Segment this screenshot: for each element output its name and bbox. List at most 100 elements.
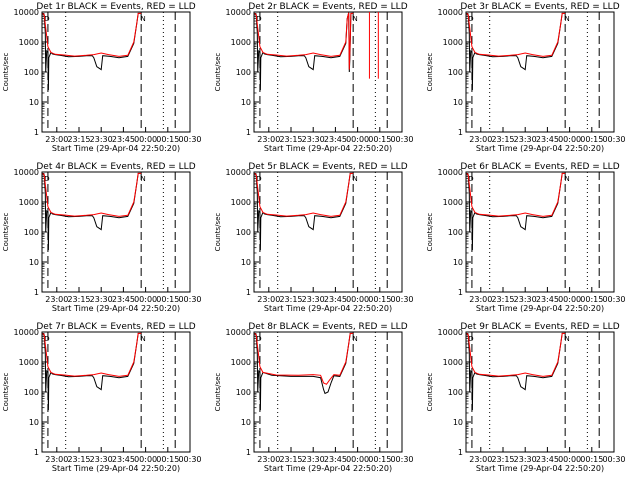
marker-label: N [141,175,146,183]
y-tick-label: 100 [448,388,463,397]
marker-label: D [468,15,473,23]
y-tick-label: 100 [448,68,463,77]
marker-label: D [468,175,473,183]
x-tick-label: 23:00 [469,135,492,144]
x-tick-label: 00:00 [134,295,157,304]
x-tick-label: 23:45 [536,135,559,144]
y-axis-label: Counts/sec [214,373,222,412]
chart-title: Det 5r BLACK = Events, RED = LLD [248,162,407,172]
y-tick-label: 10 [453,418,463,427]
x-tick-label: 23:15 [491,135,514,144]
events-series-line [254,12,354,91]
marker-label: N [565,15,570,23]
y-tick-label: 1 [34,448,39,457]
marker-label: N [353,15,358,23]
x-tick-label: 23:00 [45,135,68,144]
x-tick-label: 23:45 [536,295,559,304]
x-tick-label: 23:30 [514,135,537,144]
y-tick-label: 100 [236,228,251,237]
x-tick-label: 00:15 [368,295,391,304]
x-tick-label: 23:00 [257,295,280,304]
x-tick-label: 23:30 [302,295,325,304]
lld-series-line [42,12,142,57]
plot-frame [465,171,615,293]
y-tick-label: 1000 [231,38,251,47]
events-series-line [466,172,566,251]
y-tick-label: 1000 [231,198,251,207]
x-axis-label: Start Time (29-Apr-04 22:50:20) [52,464,180,473]
chart-panel: Det 8r BLACK = Events, RED = LLD 1 10 100 10… [214,322,414,473]
y-tick-label: 10000 [438,328,463,337]
y-tick-label: 10000 [226,168,251,177]
events-series-line [42,332,142,411]
chart-panel: Det 3r BLACK = Events, RED = LLD 1 10 100 10… [426,2,626,153]
x-tick-label: 23:00 [257,135,280,144]
marker-label: D [256,15,261,23]
x-tick-label: 00:30 [390,455,413,464]
x-tick-label: 23:45 [112,455,135,464]
y-tick-label: 1 [458,288,463,297]
x-tick-label: 00:00 [558,455,581,464]
x-tick-label: 00:30 [602,455,625,464]
x-tick-label: 23:30 [90,295,113,304]
x-tick-label: 00:30 [390,295,413,304]
y-tick-label: 1 [34,128,39,137]
x-tick-label: 23:15 [279,135,302,144]
y-tick-label: 100 [236,388,251,397]
x-tick-label: 23:00 [469,295,492,304]
y-tick-label: 10000 [438,8,463,17]
x-tick-label: 00:30 [178,455,201,464]
x-tick-label: 00:00 [558,295,581,304]
chart-title: Det 3r BLACK = Events, RED = LLD [460,2,619,12]
lld-series-line [254,332,354,385]
chart-title: Det 1r BLACK = Events, RED = LLD [36,2,195,12]
x-axis-label: Start Time (29-Apr-04 22:50:20) [264,304,392,313]
plot-frame [41,11,191,133]
plot-frame [41,331,191,453]
y-tick-label: 1000 [443,358,463,367]
x-axis-label: Start Time (29-Apr-04 22:50:20) [264,144,392,153]
chart-title: Det 9r BLACK = Events, RED = LLD [460,322,619,332]
x-tick-label: 23:30 [90,135,113,144]
x-tick-label: 23:30 [90,455,113,464]
chart-title: Det 6r BLACK = Events, RED = LLD [460,162,619,172]
chart-panel: Det 5r BLACK = Events, RED = LLD 1 10 100 10… [214,162,414,313]
x-tick-label: 00:00 [134,135,157,144]
marker-label: N [565,335,570,343]
y-tick-label: 1 [246,128,251,137]
y-tick-label: 10 [453,258,463,267]
marker-label: D [44,335,49,343]
y-tick-label: 10 [241,98,251,107]
y-tick-label: 1 [246,288,251,297]
y-axis-label: Counts/sec [214,53,222,92]
events-series-line [42,12,142,91]
marker-label: D [256,335,261,343]
marker-label: N [353,175,358,183]
lld-series-line [254,12,354,70]
y-tick-label: 10 [29,258,39,267]
x-tick-label: 23:15 [67,455,90,464]
x-tick-label: 23:00 [469,455,492,464]
x-tick-label: 00:30 [178,135,201,144]
x-tick-label: 23:15 [491,455,514,464]
events-series-line [254,332,354,411]
x-tick-label: 00:00 [558,135,581,144]
y-tick-label: 10000 [438,168,463,177]
y-tick-label: 100 [24,388,39,397]
y-tick-label: 1 [246,448,251,457]
x-tick-label: 23:00 [257,455,280,464]
x-axis-label: Start Time (29-Apr-04 22:50:20) [476,464,604,473]
y-tick-label: 10000 [14,8,39,17]
y-axis-label: Counts/sec [2,373,10,412]
x-tick-label: 00:00 [346,455,369,464]
y-tick-label: 10000 [14,168,39,177]
x-tick-label: 23:15 [67,135,90,144]
x-tick-label: 23:45 [536,455,559,464]
x-tick-label: 00:15 [580,455,603,464]
x-axis-label: Start Time (29-Apr-04 22:50:20) [52,144,180,153]
x-tick-label: 23:45 [112,135,135,144]
y-tick-label: 1000 [19,38,39,47]
y-axis-label: Counts/sec [426,53,434,92]
x-tick-label: 23:15 [279,295,302,304]
